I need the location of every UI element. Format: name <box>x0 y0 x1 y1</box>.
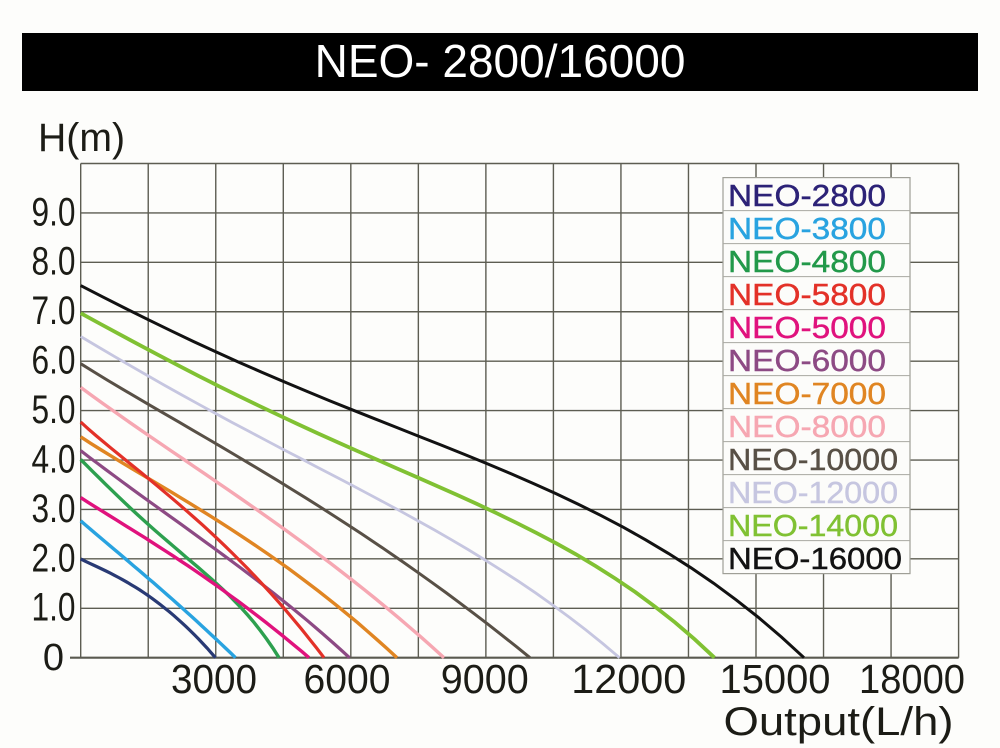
svg-text:6000: 6000 <box>304 656 391 702</box>
svg-text:NEO- 2800/16000: NEO- 2800/16000 <box>315 35 686 87</box>
svg-text:H(m): H(m) <box>38 116 125 160</box>
svg-text:7.0: 7.0 <box>32 289 76 333</box>
svg-text:2.0: 2.0 <box>32 536 76 580</box>
svg-text:NEO-6000: NEO-6000 <box>728 343 886 378</box>
svg-text:12000: 12000 <box>571 656 686 702</box>
svg-text:NEO-5000: NEO-5000 <box>728 310 886 345</box>
svg-text:NEO-14000: NEO-14000 <box>728 508 898 543</box>
svg-text:1.0: 1.0 <box>32 586 76 630</box>
svg-text:NEO-3800: NEO-3800 <box>728 211 886 246</box>
svg-text:8.0: 8.0 <box>32 240 76 284</box>
svg-text:NEO-7000: NEO-7000 <box>728 376 886 411</box>
svg-text:15000: 15000 <box>720 656 831 702</box>
svg-text:NEO-16000: NEO-16000 <box>728 541 902 576</box>
svg-text:NEO-4800: NEO-4800 <box>728 244 886 279</box>
svg-text:Output(L/h): Output(L/h) <box>724 700 954 744</box>
svg-text:9000: 9000 <box>441 656 529 702</box>
svg-text:NEO-10000: NEO-10000 <box>728 442 898 477</box>
svg-text:NEO-12000: NEO-12000 <box>728 475 898 510</box>
svg-text:4.0: 4.0 <box>32 437 76 481</box>
svg-text:NEO-8000: NEO-8000 <box>728 409 886 444</box>
svg-text:NEO-5800: NEO-5800 <box>728 277 886 312</box>
svg-text:3000: 3000 <box>171 656 257 702</box>
svg-text:18000: 18000 <box>859 656 965 702</box>
svg-text:5.0: 5.0 <box>32 388 76 432</box>
svg-text:0: 0 <box>43 637 64 679</box>
svg-text:6.0: 6.0 <box>32 339 76 383</box>
svg-text:9.0: 9.0 <box>32 190 76 234</box>
svg-text:3.0: 3.0 <box>32 487 76 531</box>
svg-text:NEO-2800: NEO-2800 <box>728 178 886 213</box>
